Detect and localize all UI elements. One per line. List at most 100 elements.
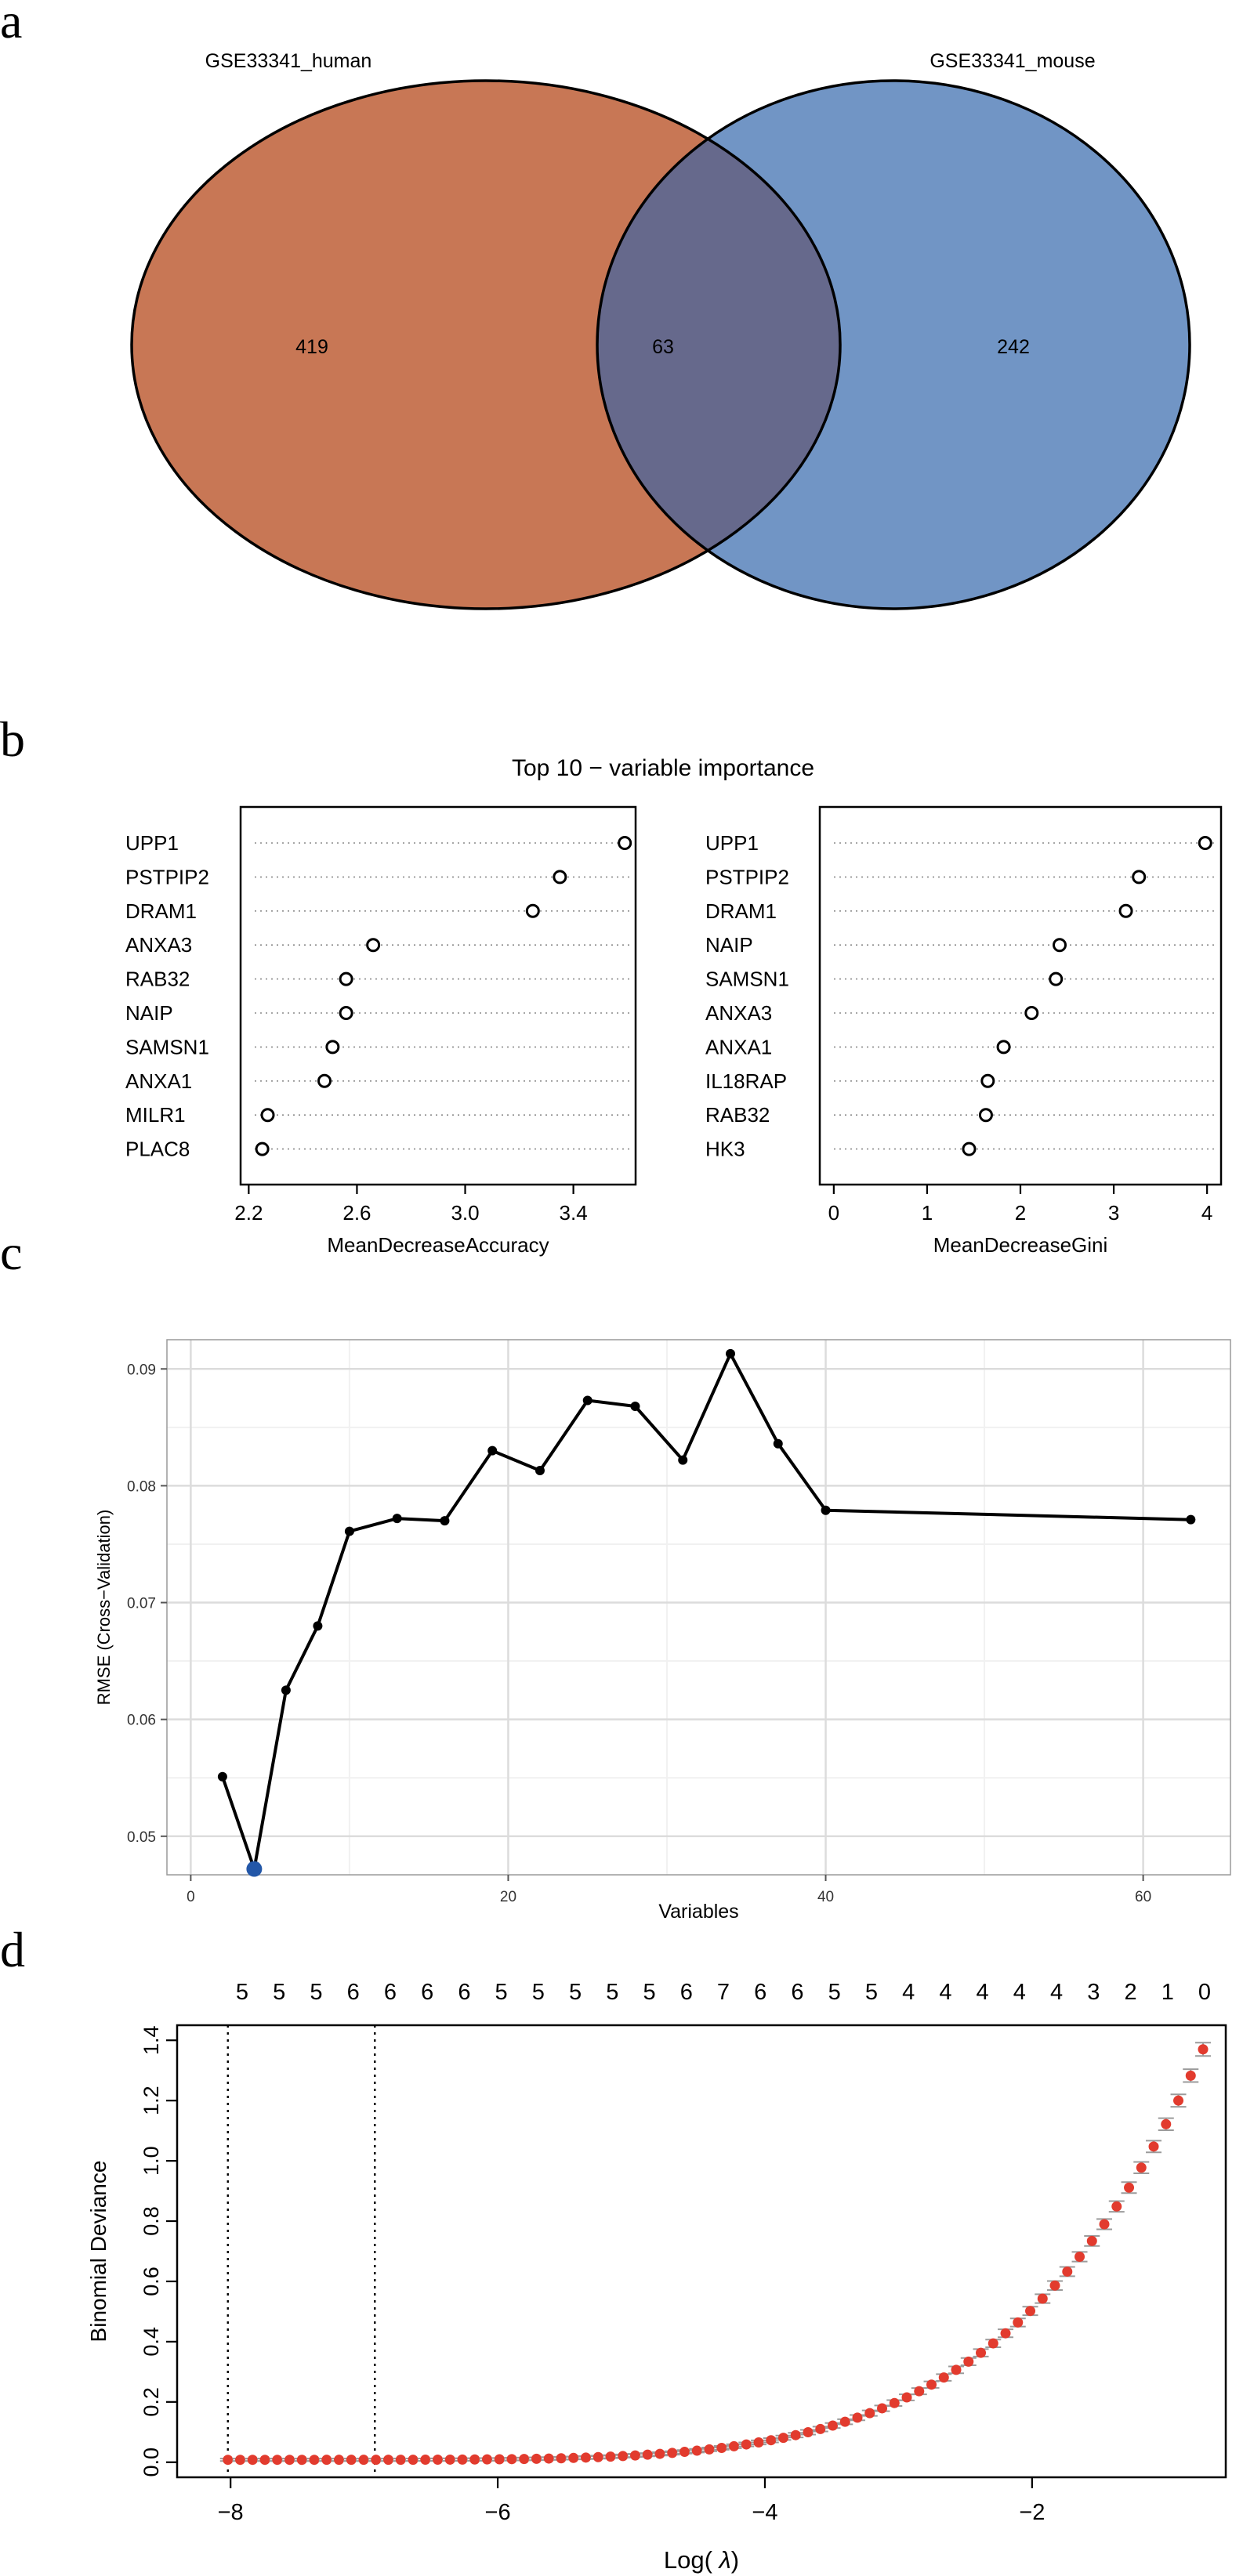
importance-point — [525, 903, 540, 918]
lambda-point — [1198, 2044, 1209, 2055]
lambda-point — [593, 2451, 603, 2462]
lambda-xlabel-symbol: λ — [718, 2546, 731, 2574]
lambda-xtick-label: −6 — [485, 2500, 511, 2525]
lambda-ytick-label: 1.2 — [140, 2086, 163, 2115]
lambda-point — [766, 2435, 777, 2446]
lambda-point — [716, 2442, 727, 2453]
importance-gene-label: DRAM1 — [705, 899, 777, 923]
rmse-xtick-label: 0 — [187, 1889, 195, 1905]
lambda-point — [1111, 2201, 1122, 2212]
importance-xlabel: MeanDecreaseAccuracy — [327, 1233, 549, 1257]
lambda-point — [753, 2437, 764, 2448]
lambda-point — [494, 2454, 505, 2465]
panel-letter-d: d — [0, 1922, 25, 1977]
rmse-point — [217, 1771, 227, 1782]
importance-gene-label: ANXA1 — [705, 1035, 772, 1058]
lambda-top-label: 6 — [384, 1980, 397, 2005]
importance-xlabel: MeanDecreaseGini — [933, 1233, 1108, 1257]
lambda-point — [531, 2453, 542, 2464]
rmse-point — [1186, 1514, 1196, 1525]
importance-gene-label: RAB32 — [705, 1103, 770, 1127]
lambda-point — [543, 2453, 554, 2464]
lambda-point — [506, 2454, 517, 2465]
lambda-ylabel: Binomial Deviance — [86, 2161, 111, 2343]
lambda-point — [815, 2423, 826, 2434]
lambda-top-label: 5 — [495, 1980, 508, 2005]
lambda-top-label: 4 — [939, 1980, 951, 2005]
lambda-point — [296, 2455, 307, 2466]
lambda-point — [852, 2412, 863, 2423]
venn-diagram: GSE33341_human GSE33341_mouse 419 63 242 — [130, 50, 1191, 610]
lambda-point — [741, 2439, 752, 2450]
lambda-point — [790, 2429, 801, 2440]
importance-gene-label: ANXA3 — [705, 1001, 772, 1025]
lambda-point — [864, 2408, 875, 2419]
importance-gene-label: RAB32 — [125, 968, 190, 991]
lambda-point — [420, 2455, 431, 2466]
importance-gene-label: UPP1 — [705, 831, 759, 855]
importance-tick-label: 3.4 — [560, 1201, 588, 1225]
lambda-xlabel: Log( λ) — [664, 2546, 739, 2574]
rmse-point — [773, 1438, 783, 1449]
importance-tick-label: 0 — [828, 1201, 839, 1225]
lambda-xlabel-suffix: ) — [731, 2546, 739, 2574]
lambda-point — [469, 2454, 480, 2465]
lambda-top-label: 4 — [902, 1980, 915, 2005]
importance-gene-label: IL18RAP — [705, 1069, 787, 1093]
rmse-point — [313, 1621, 323, 1631]
importance-point — [1024, 1006, 1039, 1020]
venn-count-human-only: 419 — [295, 336, 328, 358]
importance-point — [996, 1040, 1011, 1055]
rmse-point — [487, 1445, 498, 1456]
importance-panel-gini: UPP1 PSTPIP2 DRAM1 NAIP SAMSN1 ANXA3 ANXA1 IL18… — [705, 805, 1223, 1257]
lambda-top-label: 5 — [236, 1980, 248, 2005]
lambda-top-label: 5 — [569, 1980, 582, 2005]
importance-frame — [239, 805, 637, 1186]
lambda-point — [1099, 2219, 1110, 2230]
rmse-point — [678, 1455, 688, 1465]
lambda-point — [1124, 2182, 1135, 2193]
lambda-point — [889, 2397, 900, 2408]
lambda-top-label: 5 — [865, 1980, 878, 2005]
lambda-point — [556, 2453, 567, 2464]
importance-tick-label: 1 — [922, 1201, 933, 1225]
lambda-top-label: 6 — [421, 1980, 433, 2005]
lambda-xtick-label: −2 — [1019, 2500, 1045, 2525]
lambda-xlabel-prefix: Log( — [664, 2546, 719, 2574]
lambda-point — [272, 2455, 283, 2466]
lambda-frame — [176, 2024, 1227, 2479]
importance-panel-accuracy: UPP1 PSTPIP2 DRAM1 ANXA3 RAB32 NAIP SAMSN1 ANXA… — [125, 805, 637, 1257]
lambda-point — [457, 2454, 468, 2465]
rmse-point — [344, 1526, 354, 1536]
importance-point — [553, 870, 567, 885]
lambda-point — [259, 2455, 270, 2466]
importance-gene-label: PLAC8 — [125, 1138, 190, 1161]
lambda-point — [383, 2455, 394, 2466]
lambda-ytick-label: 0.8 — [140, 2206, 163, 2236]
rmse-point — [582, 1395, 593, 1406]
importance-tick-label: 2.2 — [234, 1201, 263, 1225]
importance-gene-label: HK3 — [705, 1138, 745, 1161]
importance-point — [1118, 903, 1133, 918]
rmse-point — [440, 1516, 450, 1526]
lambda-point — [605, 2451, 616, 2462]
lambda-top-label: 0 — [1198, 1980, 1211, 2005]
importance-point — [339, 971, 353, 986]
lambda-top-label: 6 — [791, 1980, 803, 2005]
venn-outline-human — [130, 79, 842, 610]
lambda-point — [951, 2364, 962, 2375]
lambda-point — [691, 2445, 702, 2456]
rmse-ytick-label: 0.05 — [127, 1829, 156, 1846]
importance-point — [980, 1073, 995, 1088]
lambda-point — [778, 2433, 789, 2444]
importance-gene-label: MILR1 — [125, 1103, 186, 1127]
lambda-ytick-label: 0.2 — [140, 2387, 163, 2417]
rmse-xtick-label: 40 — [817, 1889, 834, 1905]
lambda-top-label: 2 — [1124, 1980, 1136, 2005]
lambda-point — [963, 2356, 974, 2367]
lambda-point — [309, 2455, 320, 2466]
lambda-point — [704, 2444, 715, 2455]
lambda-point — [1037, 2293, 1048, 2304]
rmse-series-line — [221, 1351, 1191, 1871]
lambda-point — [839, 2416, 850, 2427]
